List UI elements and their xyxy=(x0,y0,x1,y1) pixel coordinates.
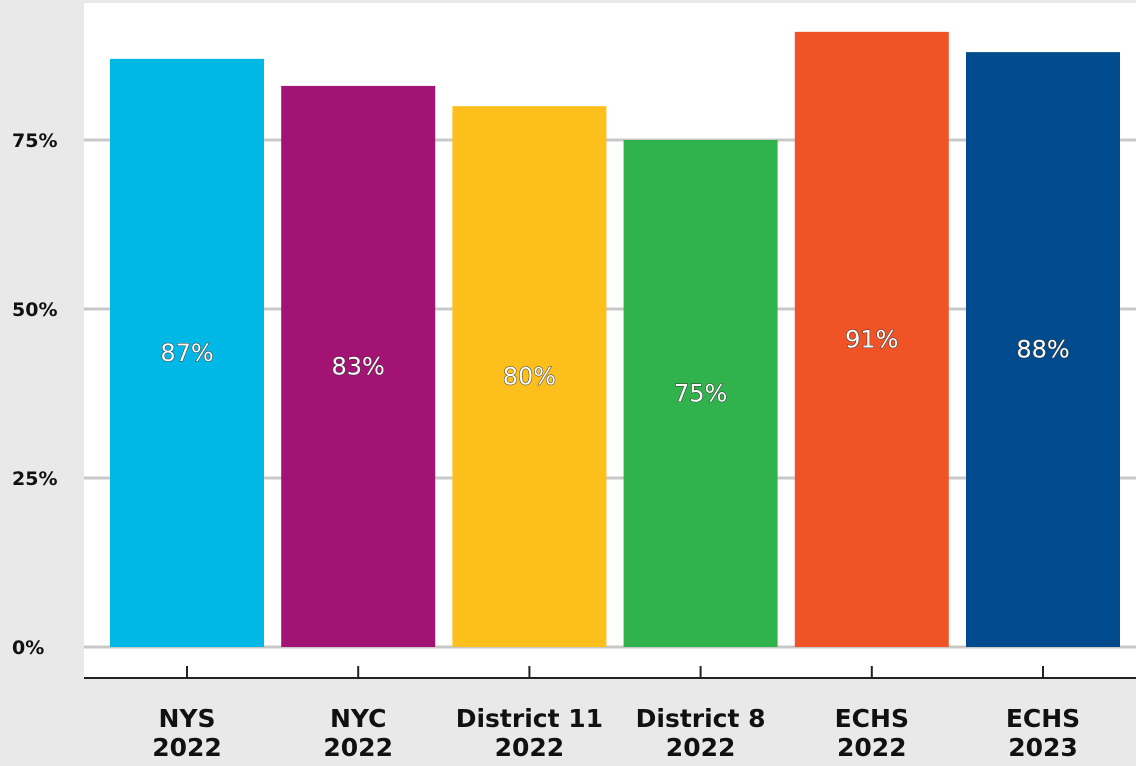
y-axis: 0% 25% 50% 75% xyxy=(12,130,57,659)
data-label: 83% xyxy=(332,352,385,380)
x-tick-label-line: ECHS xyxy=(1006,704,1080,733)
bar xyxy=(281,85,436,648)
bar xyxy=(110,58,264,647)
data-label: 88% xyxy=(1016,336,1069,364)
x-tick-label: District 11 2022 xyxy=(456,704,603,762)
x-tick-label-line: 2023 xyxy=(1008,733,1078,762)
data-label: 75% xyxy=(674,380,727,408)
data-label: 87% xyxy=(160,339,213,367)
y-tick-label: 50% xyxy=(12,299,57,321)
bar xyxy=(794,31,949,647)
x-tick-label-line: NYC xyxy=(330,704,386,733)
x-tick-label-line: 2022 xyxy=(666,733,736,762)
bar xyxy=(452,106,607,647)
y-tick-label: 25% xyxy=(12,468,57,490)
x-tick-label-line: 2022 xyxy=(495,733,565,762)
y-tick-label: 75% xyxy=(12,130,57,152)
x-tick-label-line: NYS xyxy=(158,704,215,733)
x-tick-label: ECHS 2023 xyxy=(1006,704,1080,762)
x-tick-label: NYC 2022 xyxy=(323,704,393,762)
x-tick-label-line: 2022 xyxy=(152,733,222,762)
bars xyxy=(110,31,1120,648)
x-tick-label-line: 2022 xyxy=(837,733,907,762)
bar xyxy=(623,140,778,647)
data-label: 91% xyxy=(845,325,898,353)
x-tick-label-line: 2022 xyxy=(323,733,393,762)
x-tick-label: District 8 2022 xyxy=(636,704,766,762)
y-tick-label: 0% xyxy=(12,637,44,659)
data-labels: 87% 83% 80% 75% 91% 88% xyxy=(160,325,1070,408)
x-tick-label: NYS 2022 xyxy=(152,704,222,762)
data-label: 80% xyxy=(503,363,556,391)
bar xyxy=(966,52,1120,648)
x-tick-label-line: District 8 xyxy=(636,704,766,733)
x-tick-label-line: ECHS xyxy=(835,704,909,733)
x-tick-label-line: District 11 xyxy=(456,704,603,733)
x-tick-label: ECHS 2022 xyxy=(835,704,909,762)
